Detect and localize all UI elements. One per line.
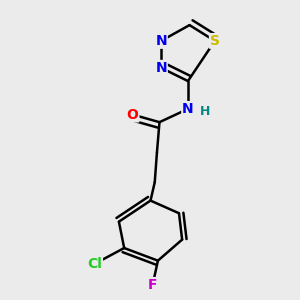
Text: S: S bbox=[210, 34, 220, 48]
Text: O: O bbox=[127, 108, 139, 122]
Text: F: F bbox=[148, 278, 158, 292]
Text: N: N bbox=[182, 102, 194, 116]
Text: Cl: Cl bbox=[87, 257, 102, 271]
Text: N: N bbox=[155, 34, 167, 48]
Text: H: H bbox=[200, 105, 211, 118]
Text: N: N bbox=[155, 61, 167, 75]
